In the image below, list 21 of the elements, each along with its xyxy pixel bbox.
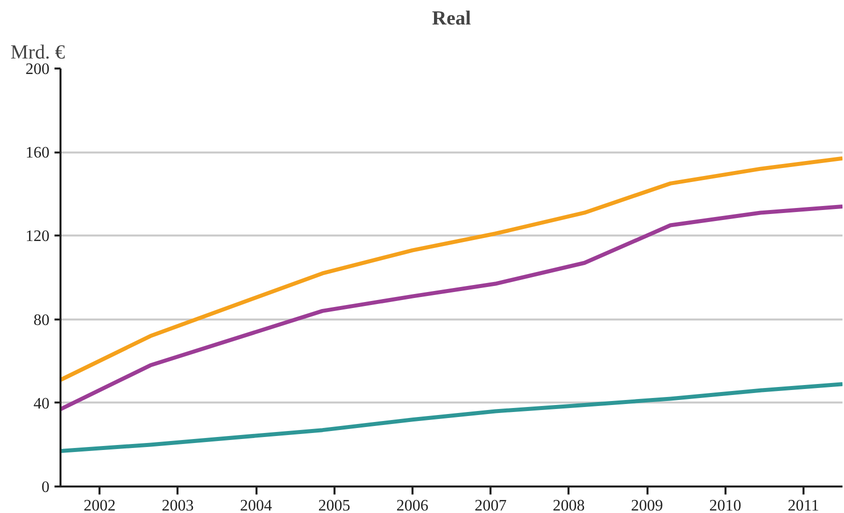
y-axis-title: Mrd. € — [10, 42, 65, 64]
x-tick-label: 2008 — [552, 498, 585, 513]
y-tick-label: 200 — [26, 61, 50, 78]
x-tick-label: 2007 — [474, 498, 507, 513]
chart-title: Real — [432, 8, 472, 30]
line-series — [60, 204, 842, 412]
line-series — [60, 382, 842, 453]
x-tick-label: 2006 — [396, 498, 428, 513]
x-tick-label: 2009 — [631, 498, 663, 513]
x-tick-label: 2011 — [788, 498, 820, 513]
x-tick-label: 2003 — [162, 498, 194, 513]
line-series — [60, 156, 842, 382]
y-tick-label: 160 — [26, 144, 50, 162]
y-tick-label: 120 — [26, 228, 50, 246]
x-tick-label: 2005 — [318, 498, 350, 513]
x-tick-label: 2002 — [84, 498, 116, 513]
y-tick-label: 80 — [34, 312, 50, 329]
y-tick-label: 40 — [34, 395, 50, 412]
x-tick-label: 2004 — [240, 498, 272, 513]
y-tick-label: 0 — [42, 479, 50, 496]
x-tick-label: 2010 — [709, 498, 742, 513]
